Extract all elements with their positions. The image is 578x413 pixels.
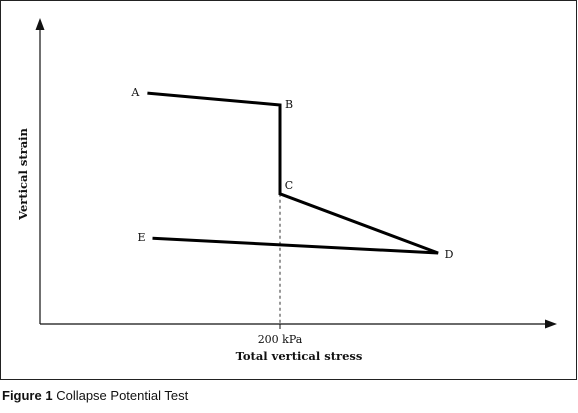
point-label-c: C xyxy=(285,179,293,192)
figure-number: Figure 1 xyxy=(2,388,53,403)
point-label-b: B xyxy=(285,98,293,111)
y-axis-arrow xyxy=(35,18,45,30)
strain-stress-path xyxy=(147,91,439,255)
point-label-d: D xyxy=(445,248,454,261)
x-axis-label: Total vertical stress xyxy=(236,349,363,363)
x-axis-arrow xyxy=(545,319,557,329)
point-label-a: A xyxy=(130,86,140,99)
chart-frame xyxy=(0,0,577,380)
figure-title: Collapse Potential Test xyxy=(56,388,189,403)
collapse-potential-chart: A B C D E 200 kPa Total vertical stress Vert… xyxy=(16,18,557,363)
figure-caption: Figure 1 Collapse Potential Test xyxy=(2,388,188,403)
point-label-e: E xyxy=(137,231,145,244)
x-tick-label: 200 kPa xyxy=(258,333,303,346)
point-labels: A B C D E xyxy=(130,86,453,261)
y-axis-label: Vertical strain xyxy=(16,127,30,220)
